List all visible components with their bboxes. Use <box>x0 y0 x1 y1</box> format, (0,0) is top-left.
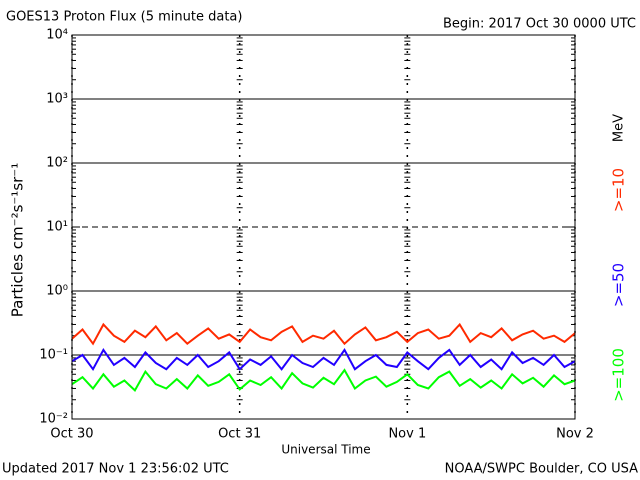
footer-right: NOAA/SWPC Boulder, CO USA <box>445 462 638 477</box>
x-axis-label: Universal Time <box>281 443 370 457</box>
y-tick-label: 10¹ <box>46 220 68 235</box>
legend-label: >=10 <box>610 168 628 212</box>
y-tick-label: 10⁴ <box>46 28 68 43</box>
footer-left: Updated 2017 Nov 1 23:56:02 UTC <box>2 462 229 477</box>
y-tick-label: 10⁻¹ <box>39 348 68 363</box>
series-line <box>71 368 576 393</box>
y-tick-label: 10² <box>46 156 68 171</box>
chart-subtitle: Begin: 2017 Oct 30 0000 UTC <box>443 17 636 32</box>
y-tick-label: 10⁻² <box>39 412 68 427</box>
legend-label: >=100 <box>610 348 628 402</box>
series-line <box>71 347 576 372</box>
plot-frame <box>71 34 576 420</box>
x-tick-label: Nov 2 <box>556 427 594 442</box>
chart-title: GOES13 Proton Flux (5 minute data) <box>6 10 242 25</box>
x-tick-label: Nov 1 <box>388 427 426 442</box>
y-axis-label: Particles cm⁻²s⁻¹sr⁻¹ <box>9 163 27 317</box>
legend-label: >=50 <box>610 263 628 307</box>
series-line <box>71 322 576 346</box>
y-tick-label: 10⁰ <box>46 284 68 299</box>
x-tick-label: Oct 30 <box>50 427 93 442</box>
x-tick-label: Oct 31 <box>218 427 261 442</box>
unit-label: MeV <box>612 114 627 142</box>
y-tick-label: 10³ <box>46 92 68 107</box>
